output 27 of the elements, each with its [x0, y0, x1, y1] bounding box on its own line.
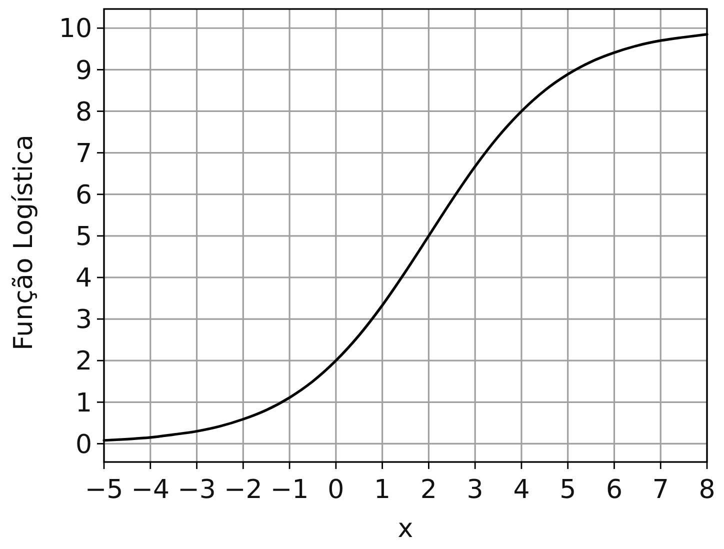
x-tick-label: 7: [652, 475, 669, 505]
x-tick-label: 1: [374, 475, 391, 505]
y-tick-label: 2: [75, 346, 92, 377]
x-tick-label: −5: [84, 475, 124, 505]
y-tick-label: 9: [75, 56, 92, 86]
x-tick-label: −2: [224, 475, 262, 505]
y-tick-label: 8: [75, 97, 92, 128]
x-tick-label: −1: [270, 475, 309, 505]
y-axis-title: Função Logística: [9, 134, 39, 350]
y-tick-label: 3: [75, 305, 92, 336]
y-tick-label: 1: [75, 388, 92, 418]
y-tick-label: 4: [75, 264, 92, 294]
y-tick-label: 5: [75, 222, 92, 252]
x-tick-label: 2: [420, 475, 437, 505]
y-tick-label: 6: [75, 180, 92, 210]
x-axis-title: x: [398, 514, 414, 544]
y-tick-label: 10: [58, 14, 92, 44]
x-tick-label: 3: [466, 475, 484, 505]
y-tick-label: 0: [75, 430, 92, 460]
x-tick-label: 4: [513, 475, 530, 505]
x-tick-label: 8: [698, 475, 716, 505]
x-tick-label: 0: [328, 475, 344, 505]
y-tick-label: 7: [75, 138, 92, 169]
x-tick-label: −4: [131, 475, 170, 505]
x-tick-label: 6: [606, 475, 623, 505]
x-tick-label: 5: [560, 475, 576, 505]
x-tick-label: −3: [178, 475, 216, 505]
